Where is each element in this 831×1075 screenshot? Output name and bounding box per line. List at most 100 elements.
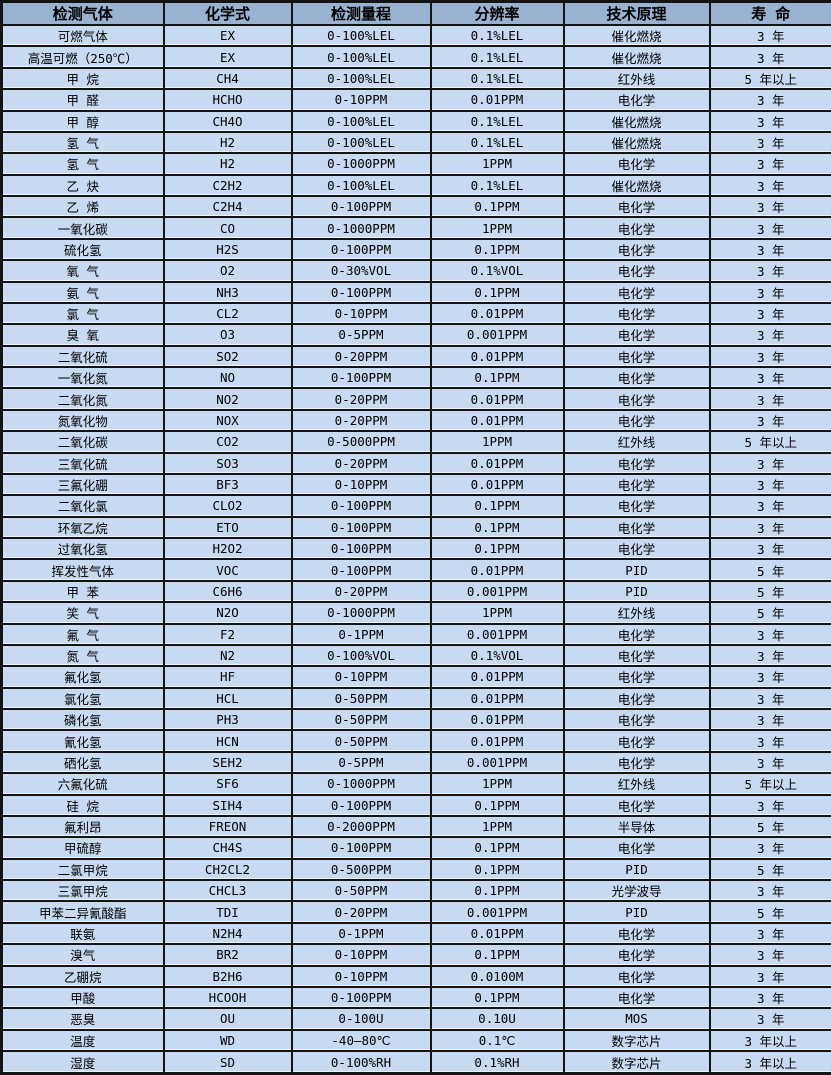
cell-resolution: 0.1%VOL: [429, 643, 565, 668]
cell-detection-range: 0-500PPM: [290, 857, 432, 882]
cell-resolution: 0.001PPM: [429, 579, 565, 604]
cell-detection-range: 0-2000PPM: [290, 814, 432, 839]
cell-detection-range: 0-30%VOL: [290, 259, 432, 283]
cell-lifespan: 3 年: [708, 1007, 831, 1031]
cell-lifespan: 3 年: [708, 451, 831, 475]
cell-resolution: 0.1%LEL: [429, 45, 565, 69]
cell-technology-principle: 电化学: [562, 921, 711, 946]
table-body: 可燃气体 EX 0-100%LEL 0.1%LEL 催化燃烧 3 年高温可燃（250℃） E…: [0, 23, 831, 1075]
cell-resolution: 0.1%LEL: [429, 173, 565, 198]
cell-detection-range: 0-100%LEL: [290, 130, 432, 155]
cell-detection-range: 0-10PPM: [290, 665, 432, 689]
cell-gas-name: 联氨: [0, 921, 165, 946]
cell-chemical-formula: H2: [162, 152, 293, 176]
cell-lifespan: 3 年: [708, 387, 831, 411]
table-row: 联氨 N2H4 0-1PPM 0.01PPM 电化学 3 年: [0, 921, 831, 946]
cell-technology-principle: 电化学: [562, 365, 711, 390]
cell-technology-principle: 电化学: [562, 943, 711, 967]
cell-gas-name: 乙 烯: [0, 194, 165, 219]
cell-detection-range: 0-1000PPM: [290, 152, 432, 176]
cell-resolution: 0.1PPM: [429, 237, 565, 262]
cell-lifespan: 3 年: [708, 964, 831, 988]
cell-detection-range: 0-1PPM: [290, 921, 432, 946]
cell-resolution: 0.10U: [429, 1007, 565, 1031]
table-row: 氨 气 NH3 0-100PPM 0.1PPM 电化学 3 年: [0, 280, 831, 304]
cell-resolution: 0.1%LEL: [429, 109, 565, 133]
cell-resolution: 0.1%RH: [429, 1050, 565, 1075]
cell-gas-name: 磷化氢: [0, 707, 165, 732]
cell-gas-name: 一氧化碳: [0, 216, 165, 240]
table-row: 氢 气 H2 0-1000PPM 1PPM 电化学 3 年: [0, 152, 831, 176]
cell-resolution: 1PPM: [429, 601, 565, 625]
cell-chemical-formula: NO: [162, 365, 293, 390]
cell-chemical-formula: HCHO: [162, 88, 293, 112]
cell-resolution: 0.1PPM: [429, 494, 565, 518]
cell-technology-principle: 电化学: [562, 686, 711, 711]
cell-gas-name: 氮 气: [0, 643, 165, 668]
cell-resolution: 0.001PPM: [429, 622, 565, 646]
cell-technology-principle: 光学波导: [562, 878, 711, 903]
cell-lifespan: 5 年以上: [708, 66, 831, 91]
cell-gas-name: 氮氧化物: [0, 408, 165, 433]
cell-lifespan: 3 年: [708, 301, 831, 326]
cell-gas-name: 六氟化硫: [0, 772, 165, 796]
cell-chemical-formula: C2H2: [162, 173, 293, 198]
table-row: 甲 醛 HCHO 0-10PPM 0.01PPM 电化学 3 年: [0, 88, 831, 112]
cell-resolution: 0.01PPM: [429, 665, 565, 689]
table-row: 硅 烷 SIH4 0-100PPM 0.1PPM 电化学 3 年: [0, 793, 831, 817]
column-header-resolution: 分辨率: [429, 0, 565, 26]
cell-technology-principle: 电化学: [562, 793, 711, 817]
cell-lifespan: 5 年: [708, 900, 831, 924]
table-row: 恶臭 OU 0-100U 0.10U MOS 3 年: [0, 1007, 831, 1031]
cell-technology-principle: MOS: [562, 1007, 711, 1031]
table-row: 高温可燃（250℃） EX 0-100%LEL 0.1%LEL 催化燃烧 3 年: [0, 45, 831, 69]
cell-technology-principle: 电化学: [562, 643, 711, 668]
cell-chemical-formula: CH4: [162, 66, 293, 91]
cell-technology-principle: 红外线: [562, 601, 711, 625]
cell-chemical-formula: O3: [162, 323, 293, 347]
column-header-chemical-formula: 化学式: [162, 0, 293, 26]
cell-resolution: 1PPM: [429, 814, 565, 839]
table-row: 湿度 SD 0-100%RH 0.1%RH 数字芯片 3 年以上: [0, 1050, 831, 1075]
cell-detection-range: 0-20PPM: [290, 387, 432, 411]
cell-chemical-formula: N2: [162, 643, 293, 668]
cell-detection-range: 0-100PPM: [290, 280, 432, 304]
cell-lifespan: 3 年以上: [708, 1028, 831, 1053]
cell-gas-name: 二氧化氯: [0, 494, 165, 518]
cell-technology-principle: 电化学: [562, 494, 711, 518]
cell-detection-range: 0-10PPM: [290, 943, 432, 967]
cell-gas-name: 甲 烷: [0, 66, 165, 91]
cell-resolution: 0.01PPM: [429, 387, 565, 411]
table-row: 三氧化硫 SO3 0-20PPM 0.01PPM 电化学 3 年: [0, 451, 831, 475]
cell-technology-principle: 电化学: [562, 88, 711, 112]
cell-gas-name: 二氯甲烷: [0, 857, 165, 882]
cell-technology-principle: 电化学: [562, 408, 711, 433]
cell-resolution: 0.0100M: [429, 964, 565, 988]
cell-chemical-formula: ETO: [162, 515, 293, 540]
table-row: 氯化氢 HCL 0-50PPM 0.01PPM 电化学 3 年: [0, 686, 831, 711]
cell-detection-range: 0-20PPM: [290, 408, 432, 433]
cell-lifespan: 3 年: [708, 194, 831, 219]
cell-gas-name: 可燃气体: [0, 23, 165, 48]
cell-detection-range: 0-100PPM: [290, 515, 432, 540]
cell-detection-range: 0-1000PPM: [290, 772, 432, 796]
cell-lifespan: 3 年: [708, 109, 831, 133]
cell-detection-range: 0-20PPM: [290, 344, 432, 369]
cell-detection-range: 0-5PPM: [290, 323, 432, 347]
cell-chemical-formula: WD: [162, 1028, 293, 1053]
cell-chemical-formula: SIH4: [162, 793, 293, 817]
cell-detection-range: 0-20PPM: [290, 579, 432, 604]
cell-lifespan: 3 年: [708, 45, 831, 69]
cell-chemical-formula: N2O: [162, 601, 293, 625]
cell-chemical-formula: CH2CL2: [162, 857, 293, 882]
cell-technology-principle: 电化学: [562, 301, 711, 326]
cell-detection-range: 0-50PPM: [290, 707, 432, 732]
cell-chemical-formula: FREON: [162, 814, 293, 839]
cell-detection-range: 0-10PPM: [290, 301, 432, 326]
cell-chemical-formula: SD: [162, 1050, 293, 1075]
cell-detection-range: 0-100PPM: [290, 985, 432, 1010]
cell-technology-principle: 红外线: [562, 430, 711, 454]
cell-lifespan: 3 年: [708, 88, 831, 112]
cell-resolution: 0.1PPM: [429, 985, 565, 1010]
table-row: 氰化氢 HCN 0-50PPM 0.01PPM 电化学 3 年: [0, 729, 831, 753]
